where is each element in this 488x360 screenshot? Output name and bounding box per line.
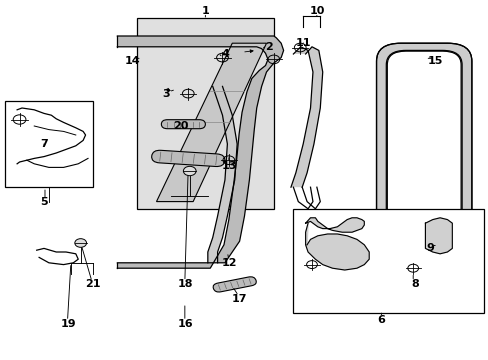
Text: 13: 13 xyxy=(222,161,237,171)
Bar xyxy=(5,101,93,187)
FancyBboxPatch shape xyxy=(213,277,256,292)
Text: 2: 2 xyxy=(264,42,272,52)
FancyBboxPatch shape xyxy=(161,120,205,129)
Text: 10: 10 xyxy=(309,6,325,16)
Circle shape xyxy=(183,166,196,176)
Text: 11: 11 xyxy=(295,38,310,48)
Polygon shape xyxy=(117,36,283,268)
Text: 18: 18 xyxy=(178,279,193,289)
Text: 16: 16 xyxy=(178,319,193,329)
Text: 20: 20 xyxy=(173,121,188,131)
Text: 19: 19 xyxy=(61,319,76,329)
FancyBboxPatch shape xyxy=(376,43,471,281)
Text: 15: 15 xyxy=(427,56,442,66)
Text: 7: 7 xyxy=(40,139,48,149)
Text: 17: 17 xyxy=(231,294,247,304)
Text: 9: 9 xyxy=(426,243,433,253)
Polygon shape xyxy=(290,47,322,187)
Text: 5: 5 xyxy=(40,197,48,207)
Text: 4: 4 xyxy=(221,49,228,59)
Polygon shape xyxy=(207,86,237,263)
Polygon shape xyxy=(305,223,368,270)
Bar xyxy=(293,209,483,313)
Bar xyxy=(137,18,273,209)
Polygon shape xyxy=(305,218,364,232)
FancyBboxPatch shape xyxy=(151,150,224,167)
Polygon shape xyxy=(156,43,266,202)
Circle shape xyxy=(75,239,86,247)
Text: 6: 6 xyxy=(377,315,385,325)
Text: 1: 1 xyxy=(201,6,209,16)
Text: 8: 8 xyxy=(411,279,419,289)
FancyBboxPatch shape xyxy=(386,51,460,273)
Text: 12: 12 xyxy=(222,258,237,268)
Text: 14: 14 xyxy=(124,56,140,66)
Text: 3: 3 xyxy=(162,89,170,99)
Polygon shape xyxy=(425,218,451,254)
Text: 21: 21 xyxy=(85,279,101,289)
